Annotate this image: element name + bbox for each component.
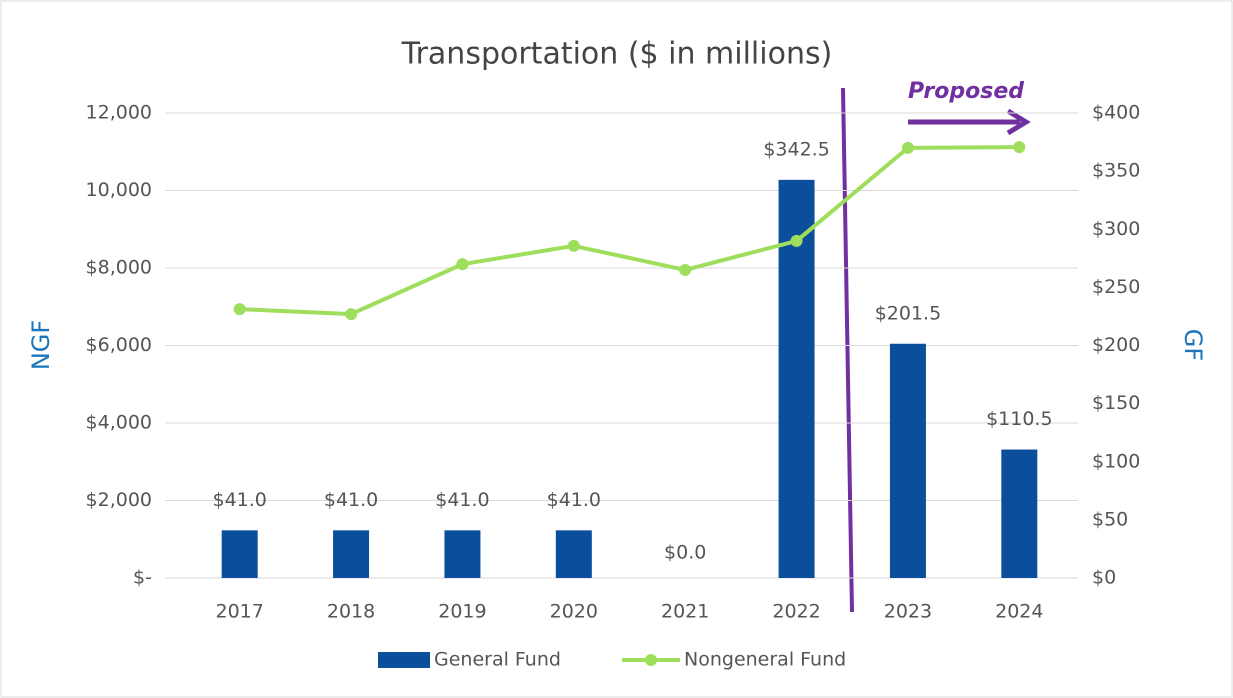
bar — [889, 343, 926, 578]
bar — [333, 530, 370, 578]
legend-label: General Fund — [434, 649, 561, 671]
y2-tick-label: $300 — [1092, 218, 1140, 240]
y2-tick-label: $50 — [1092, 508, 1128, 530]
line-point — [901, 141, 914, 154]
y-tick-label: $6,000 — [86, 334, 152, 356]
y-tick-label: $- — [133, 567, 152, 589]
bar — [221, 530, 258, 578]
data-label: $41.0 — [547, 489, 601, 511]
x-tick-label: 2022 — [772, 601, 820, 623]
chart-title: Transportation ($ in millions) — [401, 37, 833, 72]
y2-tick-label: $100 — [1092, 450, 1140, 472]
y2-axis-label: GF — [1179, 329, 1207, 361]
line-point — [1013, 141, 1026, 154]
data-label: $41.0 — [435, 489, 489, 511]
y-tick-label: $2,000 — [86, 489, 152, 511]
divider-line — [841, 87, 854, 613]
x-tick-label: 2021 — [661, 601, 709, 623]
y-tick-label: 10,000 — [86, 179, 152, 201]
y2-tick-label: $400 — [1092, 102, 1140, 124]
legend-swatch — [378, 652, 430, 668]
line — [239, 145, 1020, 317]
line-point — [456, 258, 469, 271]
data-label: $41.0 — [212, 489, 266, 511]
legend-label: Nongeneral Fund — [684, 649, 846, 671]
y2-tick-label: $250 — [1092, 276, 1140, 298]
data-label: $0.0 — [664, 542, 706, 564]
bar — [444, 530, 481, 578]
data-label: $110.5 — [986, 408, 1052, 430]
x-tick-label: 2024 — [995, 601, 1043, 623]
data-label: $342.5 — [763, 138, 829, 160]
bar — [555, 530, 592, 578]
annotation: Proposed — [908, 79, 1024, 104]
x-tick-label: 2023 — [884, 601, 932, 623]
annotation-arrowhead — [1006, 108, 1031, 136]
y2-tick-label: $0 — [1092, 567, 1116, 589]
line-point — [233, 303, 246, 316]
bar — [1001, 449, 1038, 578]
y-axis-label: NGF — [27, 320, 55, 370]
y2-tick-label: $350 — [1092, 160, 1140, 182]
data-label: $201.5 — [875, 302, 941, 324]
data-label: $41.0 — [324, 489, 378, 511]
y2-tick-label: $150 — [1092, 392, 1140, 414]
line-point — [790, 234, 803, 247]
x-tick-label: 2017 — [216, 601, 264, 623]
line-point — [567, 239, 580, 252]
x-tick-label: 2018 — [327, 601, 375, 623]
legend-swatch-point — [645, 654, 657, 666]
line-point — [345, 308, 358, 321]
x-tick-label: 2020 — [550, 601, 598, 623]
y-tick-label: $8,000 — [86, 257, 152, 279]
line-point — [679, 263, 692, 276]
y2-tick-label: $200 — [1092, 334, 1140, 356]
y-tick-label: 12,000 — [86, 102, 152, 124]
x-tick-label: 2019 — [438, 601, 486, 623]
y-tick-label: $4,000 — [86, 412, 152, 434]
